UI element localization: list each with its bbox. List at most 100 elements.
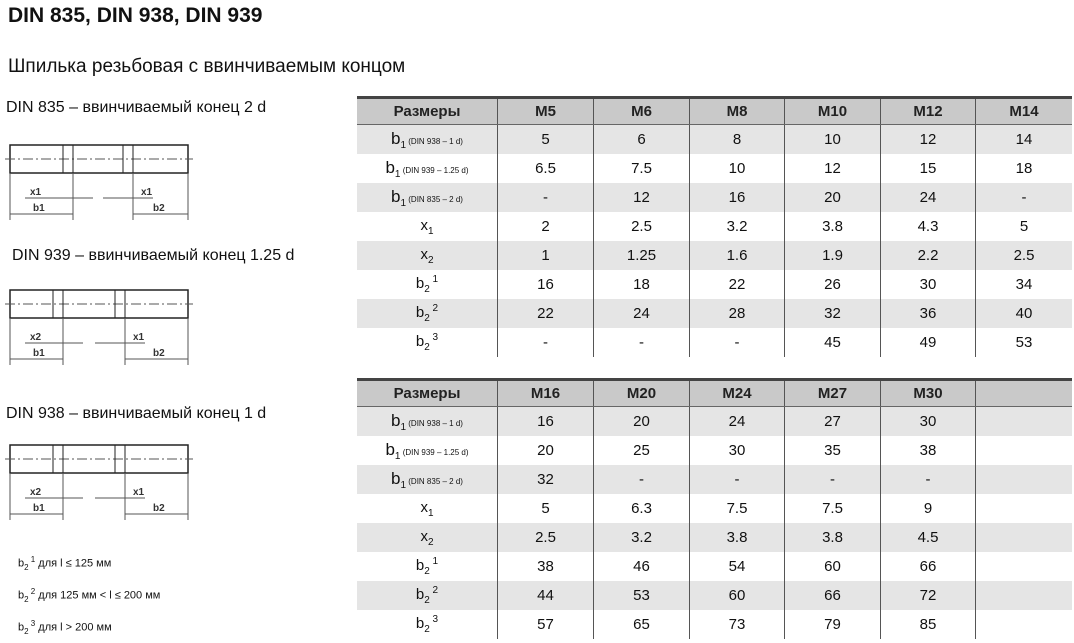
dimension-label: x1 — [30, 187, 42, 198]
dimension-label: b1 — [33, 203, 45, 214]
table-cell: 24 — [880, 183, 976, 212]
table-cell: 8 — [689, 124, 785, 154]
table-cell: 1.6 — [689, 241, 785, 270]
table-cell — [975, 610, 1072, 639]
table-cell: 25 — [593, 436, 690, 465]
table-cell: 60 — [784, 552, 881, 581]
table-cell: 3.2 — [593, 523, 690, 552]
table-cell: 3.8 — [689, 523, 785, 552]
table-cell: 32 — [497, 465, 594, 494]
table-cell: 3.8 — [784, 523, 881, 552]
table-cell: 30 — [880, 406, 976, 436]
table-cell: 35 — [784, 436, 881, 465]
table-cell: 14 — [975, 124, 1072, 154]
table-row: b1 (DIN 939 – 1.25 d) 20 25 30 35 38 — [357, 436, 1072, 465]
table-cell: 2.5 — [593, 212, 690, 241]
table-cell: 1.25 — [593, 241, 690, 270]
table-cell: 10 — [784, 124, 881, 154]
table-cell: - — [689, 328, 785, 357]
row-label: b2 1 — [415, 274, 439, 295]
table-cell — [975, 494, 1072, 523]
dimension-label: x1 — [133, 487, 145, 498]
table-row: x1 5 6.3 7.5 7.5 9 — [357, 494, 1072, 523]
table-cell: 30 — [880, 270, 976, 299]
table-cell: 85 — [880, 610, 976, 639]
column-header: M8 — [689, 96, 785, 125]
table-cell: 57 — [497, 610, 594, 639]
table-cell: 12 — [593, 183, 690, 212]
table-cell: 49 — [880, 328, 976, 357]
table-cell: 12 — [880, 124, 976, 154]
table-cell: 53 — [593, 581, 690, 610]
table-cell: 65 — [593, 610, 690, 639]
row-label: x1 — [420, 216, 434, 237]
table-cell — [975, 436, 1072, 465]
table-cell: - — [975, 183, 1072, 212]
table-row: b1 (DIN 938 – 1 d) 16 20 24 27 30 — [357, 406, 1072, 436]
table-row: x1 2 2.5 3.2 3.8 4.3 5 — [357, 212, 1072, 241]
table-cell: 3.8 — [784, 212, 881, 241]
page-title: DIN 835, DIN 938, DIN 939 — [8, 4, 263, 27]
table-cell: 10 — [689, 154, 785, 183]
dimension-label: b1 — [33, 348, 45, 359]
column-header: M16 — [497, 378, 594, 407]
column-header — [975, 378, 1072, 407]
table-cell: 27 — [784, 406, 881, 436]
column-header: Размеры — [357, 96, 498, 125]
table-row: b1 (DIN 938 – 1 d) 5 6 8 10 12 14 — [357, 124, 1072, 154]
row-label: b1 (DIN 939 – 1.25 d) — [385, 157, 469, 180]
table-cell: 1 — [497, 241, 594, 270]
table-cell: 16 — [497, 270, 594, 299]
table-cell: 2.2 — [880, 241, 976, 270]
table-cell: 12 — [784, 154, 881, 183]
table-cell: 7.5 — [784, 494, 881, 523]
column-header: M14 — [975, 96, 1072, 125]
dimension-label: b2 — [153, 203, 165, 214]
table-cell — [975, 523, 1072, 552]
table-cell: 16 — [497, 406, 594, 436]
table-cell: 40 — [975, 299, 1072, 328]
table-cell: 6 — [593, 124, 690, 154]
table-cell: 4.3 — [880, 212, 976, 241]
row-label: b1 (DIN 835 – 2 d) — [357, 183, 498, 212]
table-cell: - — [880, 465, 976, 494]
table-row: b1 (DIN 835 – 2 d) -12 16 20 24- — [357, 183, 1072, 212]
table-cell: 73 — [689, 610, 785, 639]
dimension-label: b1 — [33, 503, 45, 514]
table-row: b1 (DIN 835 – 2 d) 32- - - - — [357, 465, 1072, 494]
dimensions-table: Размеры M5 M6 M8 M10 M12 M14 b1 (DIN 938 – 1 d)… — [357, 96, 1072, 357]
column-header: M27 — [784, 378, 881, 407]
column-header: M20 — [593, 378, 690, 407]
table-cell — [975, 552, 1072, 581]
table-cell: 5 — [975, 212, 1072, 241]
column-header: M24 — [689, 378, 785, 407]
table-cell: 36 — [880, 299, 976, 328]
dimension-label: x1 — [133, 332, 145, 343]
table-cell: 18 — [593, 270, 690, 299]
table-cell: 20 — [497, 436, 594, 465]
table-cell: 6.3 — [593, 494, 690, 523]
page-subtitle: Шпилька резьбовая с ввинчиваемым концом — [8, 56, 406, 77]
table-cell: 24 — [593, 299, 690, 328]
table-row: b2 1 16 18 22 26 30 34 — [357, 270, 1072, 299]
row-label: x2 — [357, 523, 498, 552]
table-cell: 20 — [784, 183, 881, 212]
table-cell: 5 — [497, 494, 594, 523]
stud-drawing: x2 x1 b1 b2 — [5, 444, 193, 520]
table-cell: 22 — [689, 270, 785, 299]
table-cell: - — [497, 328, 594, 357]
table-cell: 32 — [784, 299, 881, 328]
table-row: b2 3 57 65 73 79 85 — [357, 610, 1072, 639]
row-label: b1 (DIN 938 – 1 d) — [357, 406, 498, 436]
table-cell: - — [593, 328, 690, 357]
table-row: b2 2 22 24 28 32 36 40 — [357, 299, 1072, 328]
table-cell: 20 — [593, 406, 690, 436]
table-cell: 46 — [593, 552, 690, 581]
table-cell: 6.5 — [497, 154, 594, 183]
table-cell: 28 — [689, 299, 785, 328]
table-cell: 4.5 — [880, 523, 976, 552]
table-cell: - — [497, 183, 594, 212]
table-cell: - — [593, 465, 690, 494]
table-cell: 9 — [880, 494, 976, 523]
table-cell: 30 — [689, 436, 785, 465]
